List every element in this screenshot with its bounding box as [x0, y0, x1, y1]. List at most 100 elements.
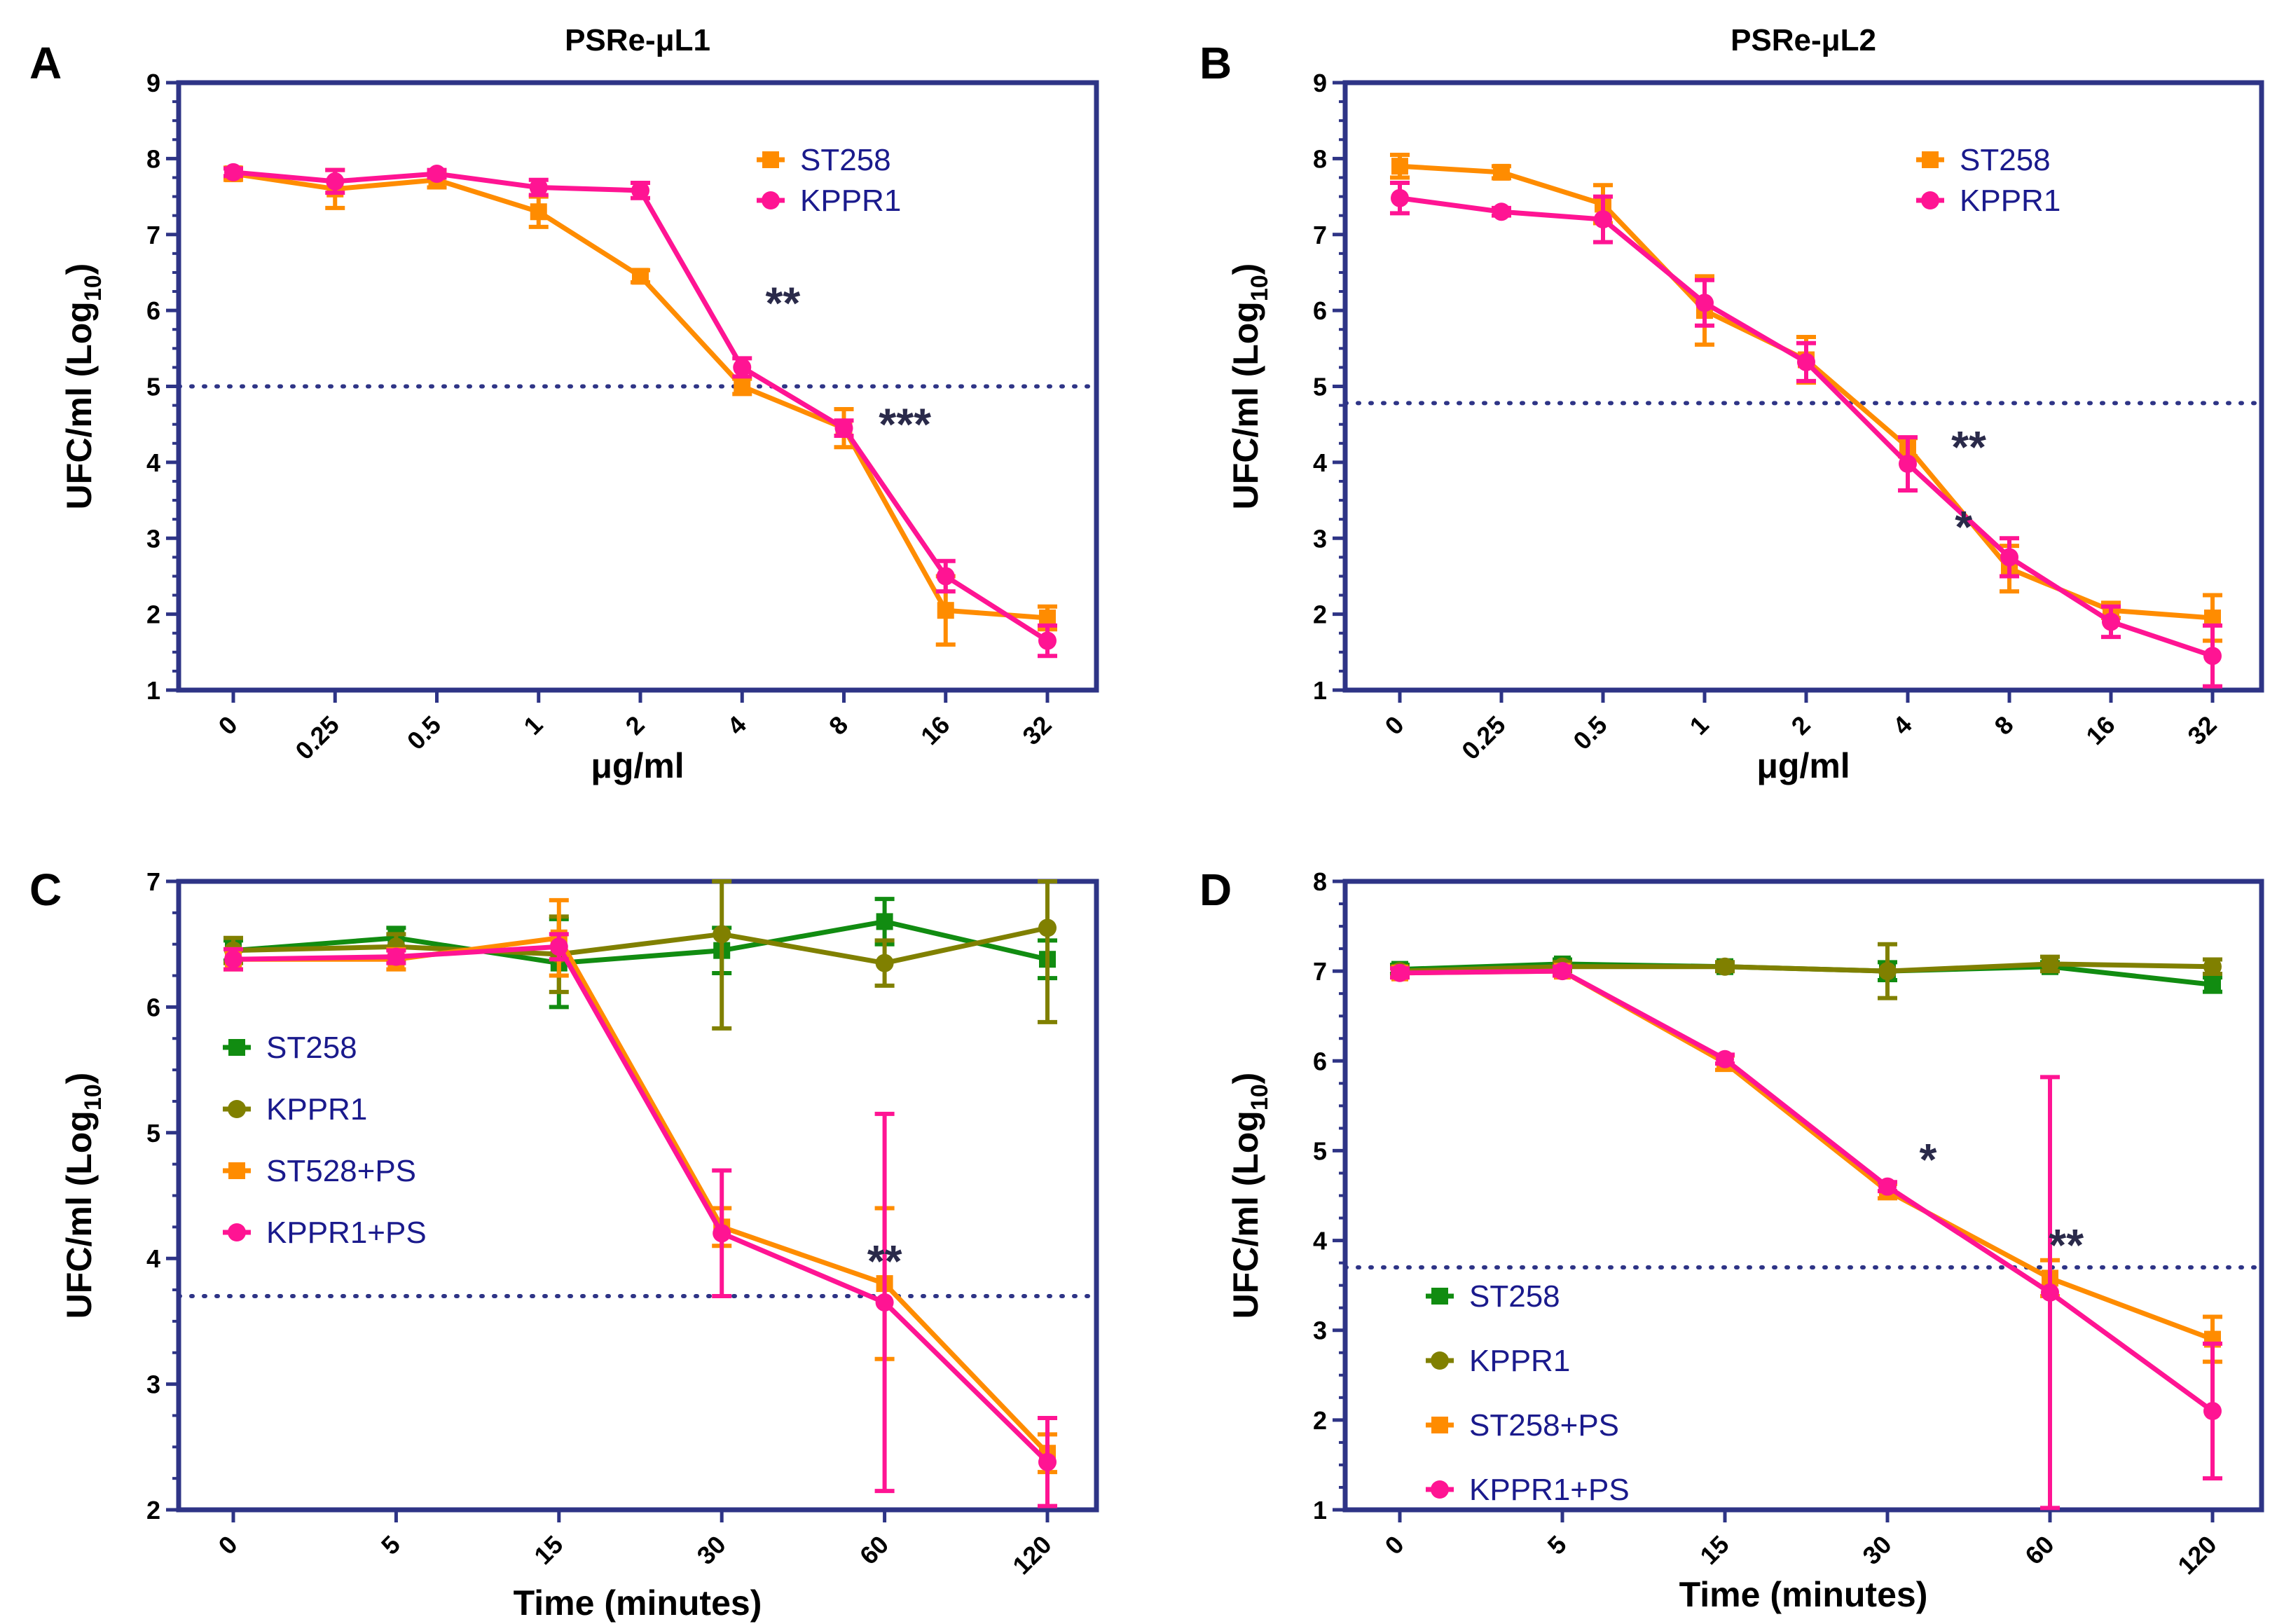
x-tick-label: 30: [692, 1530, 731, 1570]
panel-b: B PSRe-μL2 1 2 3 4 5 6 7 8 9 0 0.25 0.5 1 2 4 8 16 32 μg/ml U…: [1199, 23, 2264, 785]
y-tick-label: 3: [1313, 1316, 1327, 1345]
data-point: [549, 937, 568, 956]
y-axis-title-end: ): [60, 263, 99, 275]
x-axis-title: μg/ml: [591, 746, 684, 785]
data-point: [224, 950, 242, 969]
y-tick-label: 2: [1313, 1406, 1327, 1435]
data-point: [1038, 918, 1057, 937]
series-line: [1399, 961, 2213, 974]
legend-swatch-marker: [762, 191, 780, 209]
x-tick-label: 120: [1007, 1530, 1057, 1580]
x-tick-label: 0.25: [1456, 710, 1511, 766]
legend-label: ST258: [266, 1031, 357, 1065]
x-tick-label: 32: [1017, 710, 1057, 750]
y-tick-label: 8: [1313, 867, 1327, 896]
y-axis-title-end: ): [1226, 1073, 1265, 1085]
x-axis-title: Time (minutes): [514, 1583, 762, 1623]
y-axis-title-end: ): [60, 1073, 99, 1085]
legend-label: KPPR1: [800, 184, 901, 218]
legend: ST258 KPPR1 ST528+PS KPPR1+PS: [223, 1031, 427, 1250]
x-tick-label: 4: [722, 710, 752, 741]
data-point: [1391, 158, 1408, 175]
y-tick-label: 2: [1313, 600, 1327, 629]
x-tick-label: 0: [213, 1530, 243, 1560]
data-point: [876, 913, 893, 930]
data-point: [1391, 963, 1409, 982]
y-axis-title: UFC/ml (Log10): [60, 1073, 106, 1319]
legend-swatch-marker: [228, 1039, 245, 1056]
x-tick-label: 5: [1542, 1530, 1572, 1560]
legend-label: KPPR1: [1469, 1344, 1570, 1378]
significance-label: **: [867, 1236, 902, 1286]
y-tick-label: 8: [146, 144, 160, 173]
data-point: [224, 163, 242, 181]
series-st258: [223, 165, 1057, 647]
y-tick-label: 7: [146, 867, 160, 896]
y-tick-label: 3: [1313, 524, 1327, 553]
legend-label: ST258: [1469, 1279, 1560, 1314]
x-tick-label: 5: [376, 1530, 406, 1560]
y-axis-title-sub: 10: [1246, 275, 1273, 301]
x-tick-label: 0.5: [401, 710, 446, 755]
legend: ST258 KPPR1 ST258+PS KPPR1+PS: [1426, 1279, 1630, 1507]
y-axis-title: UFC/ml (Log10): [1226, 1073, 1273, 1319]
x-tick-label: 0: [1380, 1530, 1410, 1560]
y-tick-label: 9: [146, 69, 160, 97]
data-point: [713, 1224, 731, 1243]
y-axis-title-main: UFC/ml (Log: [1226, 301, 1265, 509]
data-point: [875, 954, 894, 972]
data-point: [937, 602, 954, 619]
legend-label: ST258: [800, 143, 891, 177]
x-tick-label: 2: [1786, 710, 1816, 741]
legend-label: ST258+PS: [1469, 1408, 1619, 1443]
legend-swatch-marker: [1431, 1480, 1449, 1499]
data-point: [2203, 647, 2222, 666]
y-tick-label: 8: [1313, 144, 1327, 173]
data-point: [529, 178, 548, 197]
legend-swatch-marker: [1431, 1417, 1448, 1433]
panel-c: C 2 3 4 5 6 7 0 5 15 30 60 120 Time (minutes) UFC/ml (…: [29, 865, 1099, 1623]
plot-frame: [176, 879, 1099, 1513]
panel-title: PSRe-μL2: [1731, 23, 1876, 57]
series-line: [233, 935, 1050, 1455]
significance-label: *: [1920, 1134, 1937, 1185]
legend-label: ST258: [1960, 143, 2051, 177]
data-point: [1038, 1452, 1057, 1471]
x-tick-label: 15: [528, 1530, 568, 1570]
panel-letter: A: [29, 38, 62, 88]
data-point: [1878, 1177, 1897, 1196]
x-tick-label: 4: [1887, 710, 1918, 741]
data-point: [2000, 548, 2018, 567]
y-tick-label: 3: [146, 1370, 160, 1399]
y-tick-label: 3: [146, 524, 160, 553]
data-point: [834, 419, 853, 438]
y-tick-label: 6: [1313, 1047, 1327, 1075]
panel-letter: D: [1199, 865, 1232, 915]
y-tick-label: 5: [1313, 373, 1327, 401]
y-tick-label: 7: [146, 221, 160, 249]
series-kppr1-ps: [223, 932, 1057, 1508]
legend-swatch-marker: [228, 1223, 246, 1241]
legend-label: KPPR1+PS: [1469, 1473, 1630, 1507]
y-tick-label: 1: [146, 676, 160, 705]
y-axis-title-sub: 10: [80, 1084, 106, 1110]
data-point: [2203, 1402, 2222, 1421]
data-point: [326, 172, 345, 191]
legend-label: KPPR1: [1960, 184, 2060, 218]
series-line: [233, 171, 1048, 621]
legend-swatch-marker: [228, 1100, 246, 1118]
y-axis-title-main: UFC/ml (Log: [60, 301, 99, 509]
x-tick-label: 8: [823, 710, 853, 741]
data-point: [1899, 455, 1917, 474]
x-tick-label: 60: [854, 1530, 894, 1570]
panel-d: D 1 2 3 4 5 6 7 8 0 5 15 30 60 120 Time (minutes) UFC/ml…: [1199, 865, 2264, 1614]
y-axis-title-main: UFC/ml (Log: [60, 1110, 99, 1319]
y-tick-label: 6: [146, 296, 160, 325]
series-kppr1: [223, 163, 1057, 659]
y-tick-label: 2: [146, 1496, 160, 1525]
data-point: [1797, 352, 1815, 371]
data-point: [2102, 612, 2120, 631]
series-line: [1399, 968, 2215, 1413]
y-tick-label: 7: [1313, 957, 1327, 986]
